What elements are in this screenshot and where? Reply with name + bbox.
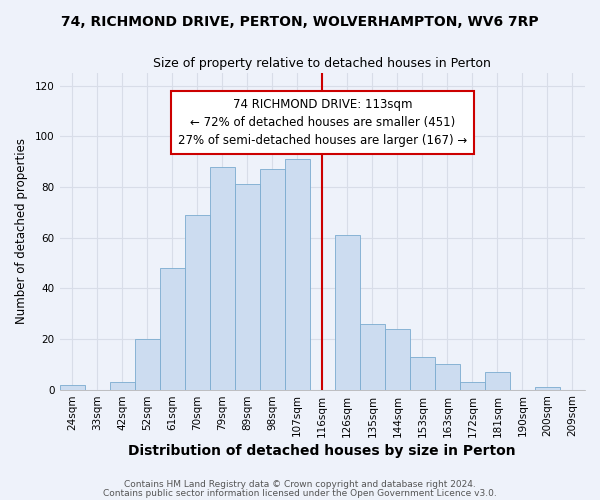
Bar	[485, 372, 510, 390]
Y-axis label: Number of detached properties: Number of detached properties	[15, 138, 28, 324]
Title: Size of property relative to detached houses in Perton: Size of property relative to detached ho…	[154, 58, 491, 70]
Bar	[59, 384, 85, 390]
Text: Contains HM Land Registry data © Crown copyright and database right 2024.: Contains HM Land Registry data © Crown c…	[124, 480, 476, 489]
Bar	[360, 324, 385, 390]
Text: 74 RICHMOND DRIVE: 113sqm
← 72% of detached houses are smaller (451)
27% of semi: 74 RICHMOND DRIVE: 113sqm ← 72% of detac…	[178, 98, 467, 148]
Bar	[209, 166, 235, 390]
Bar	[410, 356, 435, 390]
Bar	[535, 387, 560, 390]
Bar	[110, 382, 134, 390]
Text: Contains public sector information licensed under the Open Government Licence v3: Contains public sector information licen…	[103, 488, 497, 498]
Bar	[134, 339, 160, 390]
Bar	[285, 159, 310, 390]
Bar	[385, 329, 410, 390]
Bar	[435, 364, 460, 390]
Bar	[260, 170, 285, 390]
Text: 74, RICHMOND DRIVE, PERTON, WOLVERHAMPTON, WV6 7RP: 74, RICHMOND DRIVE, PERTON, WOLVERHAMPTO…	[61, 15, 539, 29]
Bar	[335, 235, 360, 390]
Bar	[235, 184, 260, 390]
Bar	[160, 268, 185, 390]
Bar	[185, 215, 209, 390]
Bar	[460, 382, 485, 390]
X-axis label: Distribution of detached houses by size in Perton: Distribution of detached houses by size …	[128, 444, 516, 458]
